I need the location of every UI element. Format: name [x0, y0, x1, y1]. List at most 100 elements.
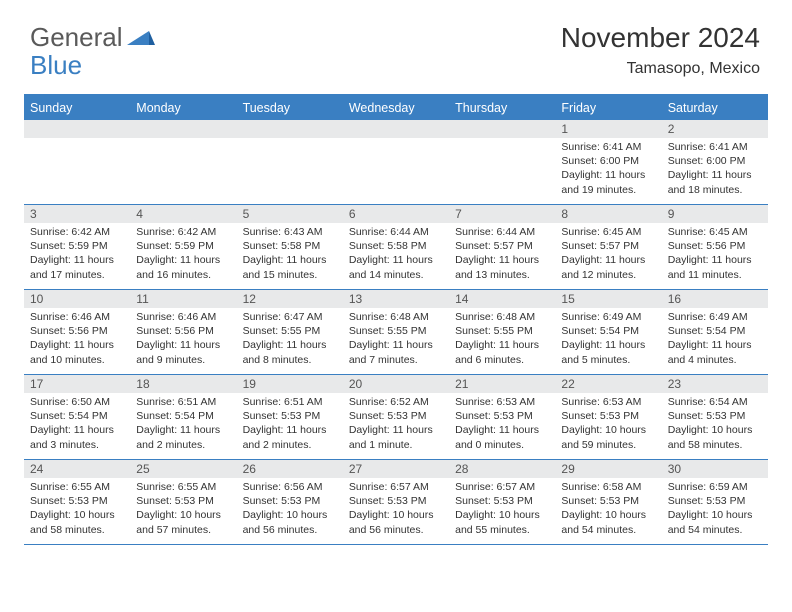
day-detail-line: and 6 minutes.: [455, 353, 549, 367]
calendar: Sunday Monday Tuesday Wednesday Thursday…: [24, 94, 768, 545]
day-number: 27: [343, 460, 449, 478]
day-detail-line: Daylight: 11 hours: [136, 253, 230, 267]
day-detail-line: and 56 minutes.: [349, 523, 443, 537]
day-detail-line: Sunset: 5:53 PM: [243, 409, 337, 423]
day-detail-line: Sunrise: 6:51 AM: [136, 395, 230, 409]
day-detail-line: and 57 minutes.: [136, 523, 230, 537]
day-cell: 29 Sunrise: 6:58 AMSunset: 5:53 PMDayligh…: [555, 460, 661, 544]
day-detail-line: Sunrise: 6:59 AM: [668, 480, 762, 494]
day-details: Sunrise: 6:49 AMSunset: 5:54 PMDaylight:…: [662, 308, 768, 367]
day-cell: 2Sunrise: 6:41 AMSunset: 6:00 PMDaylight…: [662, 120, 768, 204]
day-number: 28: [449, 460, 555, 478]
day-detail-line: Daylight: 10 hours: [561, 508, 655, 522]
day-number: 20: [343, 375, 449, 393]
day-detail-line: Sunrise: 6:52 AM: [349, 395, 443, 409]
day-cell: 6Sunrise: 6:44 AMSunset: 5:58 PMDaylight…: [343, 205, 449, 289]
day-cell: 15Sunrise: 6:49 AMSunset: 5:54 PMDayligh…: [555, 290, 661, 374]
day-detail-line: Sunrise: 6:53 AM: [455, 395, 549, 409]
day-details: Sunrise: 6:48 AMSunset: 5:55 PMDaylight:…: [343, 308, 449, 367]
day-details: Sunrise: 6:42 AMSunset: 5:59 PMDaylight:…: [24, 223, 130, 282]
day-number: [343, 120, 449, 138]
day-number: 4: [130, 205, 236, 223]
day-cell: 27Sunrise: 6:57 AMSunset: 5:53 PMDayligh…: [343, 460, 449, 544]
day-number: 2: [662, 120, 768, 138]
week-row: 3Sunrise: 6:42 AMSunset: 5:59 PMDaylight…: [24, 205, 768, 290]
day-details: Sunrise: 6:51 AMSunset: 5:54 PMDaylight:…: [130, 393, 236, 452]
day-detail-line: Sunset: 5:53 PM: [136, 494, 230, 508]
day-number: 30: [662, 460, 768, 478]
day-detail-line: Sunrise: 6:56 AM: [243, 480, 337, 494]
day-detail-line: Sunrise: 6:42 AM: [136, 225, 230, 239]
day-cell: [130, 120, 236, 204]
day-detail-line: Sunset: 6:00 PM: [668, 154, 762, 168]
day-details: Sunrise: 6:43 AMSunset: 5:58 PMDaylight:…: [237, 223, 343, 282]
day-detail-line: and 11 minutes.: [668, 268, 762, 282]
day-detail-line: and 3 minutes.: [30, 438, 124, 452]
day-number: 12: [237, 290, 343, 308]
day-details: Sunrise: 6:54 AMSunset: 5:53 PMDaylight:…: [662, 393, 768, 452]
day-number: 24: [24, 460, 130, 478]
day-detail-line: and 16 minutes.: [136, 268, 230, 282]
day-header-monday: Monday: [130, 96, 236, 120]
day-cell: 21Sunrise: 6:53 AMSunset: 5:53 PMDayligh…: [449, 375, 555, 459]
day-detail-line: Daylight: 10 hours: [455, 508, 549, 522]
day-detail-line: Sunset: 5:53 PM: [30, 494, 124, 508]
day-detail-line: Daylight: 11 hours: [561, 168, 655, 182]
day-details: Sunrise: 6:46 AMSunset: 5:56 PMDaylight:…: [130, 308, 236, 367]
day-number: 1: [555, 120, 661, 138]
day-detail-line: Sunrise: 6:45 AM: [561, 225, 655, 239]
day-detail-line: Sunrise: 6:41 AM: [561, 140, 655, 154]
day-number: [237, 120, 343, 138]
day-number: 26: [237, 460, 343, 478]
day-detail-line: Sunrise: 6:46 AM: [136, 310, 230, 324]
day-detail-line: Daylight: 11 hours: [668, 253, 762, 267]
day-detail-line: Sunrise: 6:57 AM: [455, 480, 549, 494]
day-cell: 28Sunrise: 6:57 AMSunset: 5:53 PMDayligh…: [449, 460, 555, 544]
day-detail-line: Daylight: 11 hours: [30, 423, 124, 437]
day-detail-line: Sunrise: 6:48 AM: [349, 310, 443, 324]
day-detail-line: Sunrise: 6:58 AM: [561, 480, 655, 494]
day-detail-line: and 2 minutes.: [136, 438, 230, 452]
day-cell: 8Sunrise: 6:45 AMSunset: 5:57 PMDaylight…: [555, 205, 661, 289]
day-detail-line: and 13 minutes.: [455, 268, 549, 282]
day-number: [130, 120, 236, 138]
day-detail-line: Sunrise: 6:55 AM: [136, 480, 230, 494]
day-detail-line: Sunset: 6:00 PM: [561, 154, 655, 168]
day-cell: 1 Sunrise: 6:41 AMSunset: 6:00 PMDaylight…: [555, 120, 661, 204]
day-detail-line: Daylight: 10 hours: [136, 508, 230, 522]
day-detail-line: and 12 minutes.: [561, 268, 655, 282]
day-detail-line: Sunset: 5:54 PM: [30, 409, 124, 423]
day-details: Sunrise: 6:53 AMSunset: 5:53 PMDaylight:…: [555, 393, 661, 452]
day-detail-line: Daylight: 11 hours: [243, 253, 337, 267]
day-detail-line: and 15 minutes.: [243, 268, 337, 282]
day-cell: 26Sunrise: 6:56 AMSunset: 5:53 PMDayligh…: [237, 460, 343, 544]
day-detail-line: Sunrise: 6:51 AM: [243, 395, 337, 409]
day-header-row: Sunday Monday Tuesday Wednesday Thursday…: [24, 96, 768, 120]
day-detail-line: Sunset: 5:53 PM: [561, 494, 655, 508]
day-number: 5: [237, 205, 343, 223]
day-detail-line: Sunset: 5:53 PM: [668, 494, 762, 508]
day-header-thursday: Thursday: [449, 96, 555, 120]
day-detail-line: Sunrise: 6:42 AM: [30, 225, 124, 239]
logo-triangle-icon: [127, 22, 155, 53]
day-cell: [24, 120, 130, 204]
day-cell: 24Sunrise: 6:55 AMSunset: 5:53 PMDayligh…: [24, 460, 130, 544]
day-detail-line: Sunset: 5:58 PM: [349, 239, 443, 253]
day-detail-line: Sunrise: 6:45 AM: [668, 225, 762, 239]
day-cell: 18Sunrise: 6:51 AMSunset: 5:54 PMDayligh…: [130, 375, 236, 459]
day-number: 29: [555, 460, 661, 478]
day-cell: 22Sunrise: 6:53 AMSunset: 5:53 PMDayligh…: [555, 375, 661, 459]
week-row: 1Sunrise: 6:41 AMSunset: 6:00 PMDaylight…: [24, 120, 768, 205]
week-row: 17Sunrise: 6:50 AMSunset: 5:54 PMDayligh…: [24, 375, 768, 460]
logo-text-general: General: [30, 22, 123, 53]
day-detail-line: and 10 minutes.: [30, 353, 124, 367]
day-details: Sunrise: 6:41 AMSunset: 6:00 PMDaylight:…: [662, 138, 768, 197]
header: General November 2024 Tamasopo, Mexico: [0, 0, 792, 84]
day-detail-line: Sunrise: 6:57 AM: [349, 480, 443, 494]
day-detail-line: Sunrise: 6:43 AM: [243, 225, 337, 239]
day-number: 7: [449, 205, 555, 223]
day-detail-line: Daylight: 11 hours: [349, 423, 443, 437]
day-detail-line: Sunrise: 6:49 AM: [561, 310, 655, 324]
day-detail-line: Sunrise: 6:54 AM: [668, 395, 762, 409]
day-detail-line: Sunrise: 6:55 AM: [30, 480, 124, 494]
